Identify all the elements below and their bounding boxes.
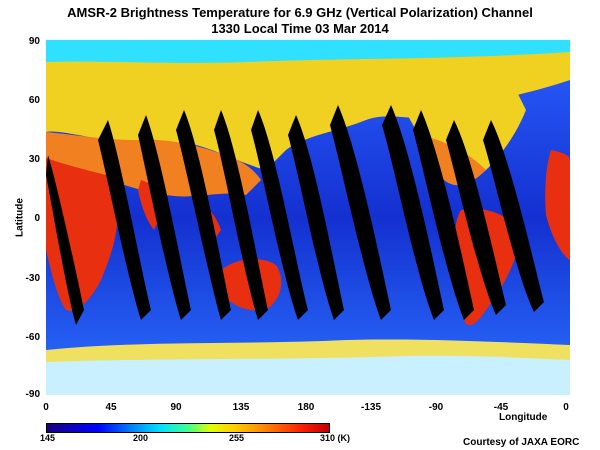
x-tick-m90: -90	[428, 402, 444, 413]
africa-east-edge	[545, 150, 570, 260]
africa	[46, 158, 118, 311]
x-tick-90: 90	[170, 402, 182, 413]
map-title: AMSR-2 Brightness Temperature for 6.9 GH…	[67, 5, 533, 20]
x-tick-0: 0	[43, 402, 49, 413]
map-subtitle: 1330 Local Time 03 Mar 2014	[211, 21, 389, 36]
x-tick-180: 180	[297, 402, 315, 413]
arctic-ice	[46, 40, 570, 63]
y-tick-m90: -90	[25, 389, 40, 400]
brightness-temperature-map	[46, 40, 570, 395]
y-tick-m60: -60	[25, 332, 40, 343]
x-tick-0-end: 0	[563, 402, 569, 413]
colorbar-tick-200: 200	[133, 433, 149, 443]
y-tick-0: 0	[34, 213, 40, 224]
x-axis-title: Longitude	[499, 412, 548, 423]
x-tick-m135: -135	[360, 402, 381, 413]
x-tick-45: 45	[105, 402, 117, 413]
y-tick-90: 90	[28, 36, 40, 47]
x-tick-135: 135	[232, 402, 250, 413]
colorbar-tick-310: 310 (K)	[320, 433, 351, 443]
y-tick-m30: -30	[25, 273, 40, 284]
colorbar-tick-145: 145	[40, 433, 56, 443]
y-tick-60: 60	[28, 95, 40, 106]
antarctic-ice	[46, 355, 570, 395]
x-tick-m45: -45	[493, 402, 509, 413]
colorbar	[46, 423, 330, 433]
swath-gaps	[46, 105, 544, 325]
northern-land	[46, 40, 570, 170]
y-tick-30: 30	[28, 154, 40, 165]
colorbar-tick-255: 255	[229, 433, 245, 443]
credit-text: Courtesy of JAXA EORC	[463, 437, 580, 448]
map-canvas	[46, 40, 570, 395]
